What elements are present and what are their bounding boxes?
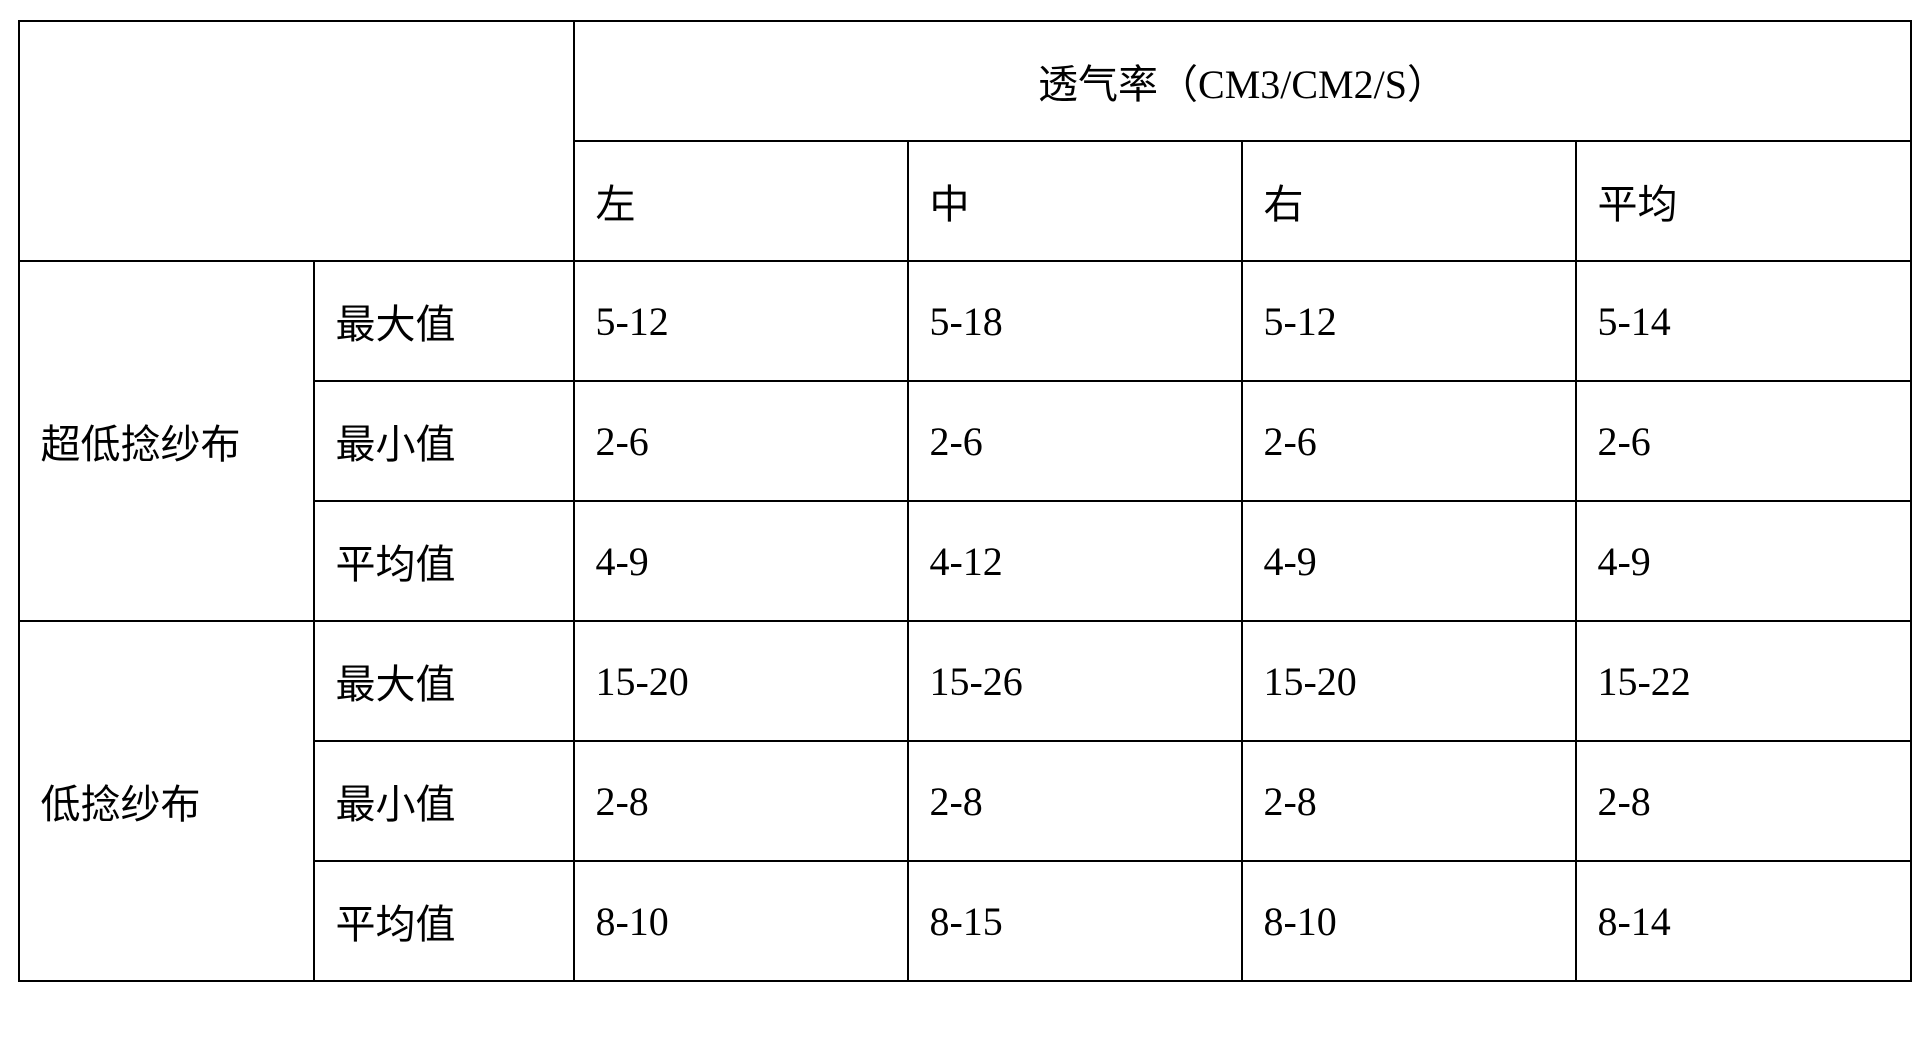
data-cell: 5-18 xyxy=(908,261,1242,381)
data-cell: 4-9 xyxy=(1242,501,1576,621)
col-header-middle: 中 xyxy=(908,141,1242,261)
metric-cell: 最大值 xyxy=(314,621,574,741)
data-cell: 2-6 xyxy=(908,381,1242,501)
header-title-cell: 透气率（CM3/CM2/S） xyxy=(574,21,1910,141)
group-label-2: 低捻纱布 xyxy=(19,621,314,981)
data-cell: 4-9 xyxy=(574,501,908,621)
data-cell: 15-20 xyxy=(1242,621,1576,741)
data-cell: 4-9 xyxy=(1576,501,1910,621)
data-cell: 15-22 xyxy=(1576,621,1910,741)
empty-header-cell xyxy=(19,21,574,261)
data-cell: 5-12 xyxy=(574,261,908,381)
table-row: 低捻纱布 最大值 15-20 15-26 15-20 15-22 xyxy=(19,621,1910,741)
data-cell: 2-6 xyxy=(574,381,908,501)
data-cell: 2-8 xyxy=(908,741,1242,861)
group-label-1: 超低捻纱布 xyxy=(19,261,314,621)
data-cell: 8-14 xyxy=(1576,861,1910,981)
data-cell: 15-20 xyxy=(574,621,908,741)
data-cell: 2-8 xyxy=(1242,741,1576,861)
metric-cell: 最小值 xyxy=(314,381,574,501)
data-cell: 5-14 xyxy=(1576,261,1910,381)
data-cell: 8-10 xyxy=(574,861,908,981)
metric-cell: 平均值 xyxy=(314,861,574,981)
metric-cell: 最小值 xyxy=(314,741,574,861)
data-cell: 15-26 xyxy=(908,621,1242,741)
data-cell: 8-15 xyxy=(908,861,1242,981)
col-header-avg: 平均 xyxy=(1576,141,1910,261)
data-cell: 2-6 xyxy=(1576,381,1910,501)
table-row: 超低捻纱布 最大值 5-12 5-18 5-12 5-14 xyxy=(19,261,1910,381)
col-header-left: 左 xyxy=(574,141,908,261)
col-header-right: 右 xyxy=(1242,141,1576,261)
metric-cell: 最大值 xyxy=(314,261,574,381)
data-cell: 4-12 xyxy=(908,501,1242,621)
permeability-table: 透气率（CM3/CM2/S） 左 中 右 平均 超低捻纱布 最大值 5-12 5… xyxy=(18,20,1911,982)
data-cell: 8-10 xyxy=(1242,861,1576,981)
metric-cell: 平均值 xyxy=(314,501,574,621)
header-row-1: 透气率（CM3/CM2/S） xyxy=(19,21,1910,141)
data-cell: 2-8 xyxy=(1576,741,1910,861)
data-cell: 2-8 xyxy=(574,741,908,861)
data-cell: 5-12 xyxy=(1242,261,1576,381)
data-cell: 2-6 xyxy=(1242,381,1576,501)
